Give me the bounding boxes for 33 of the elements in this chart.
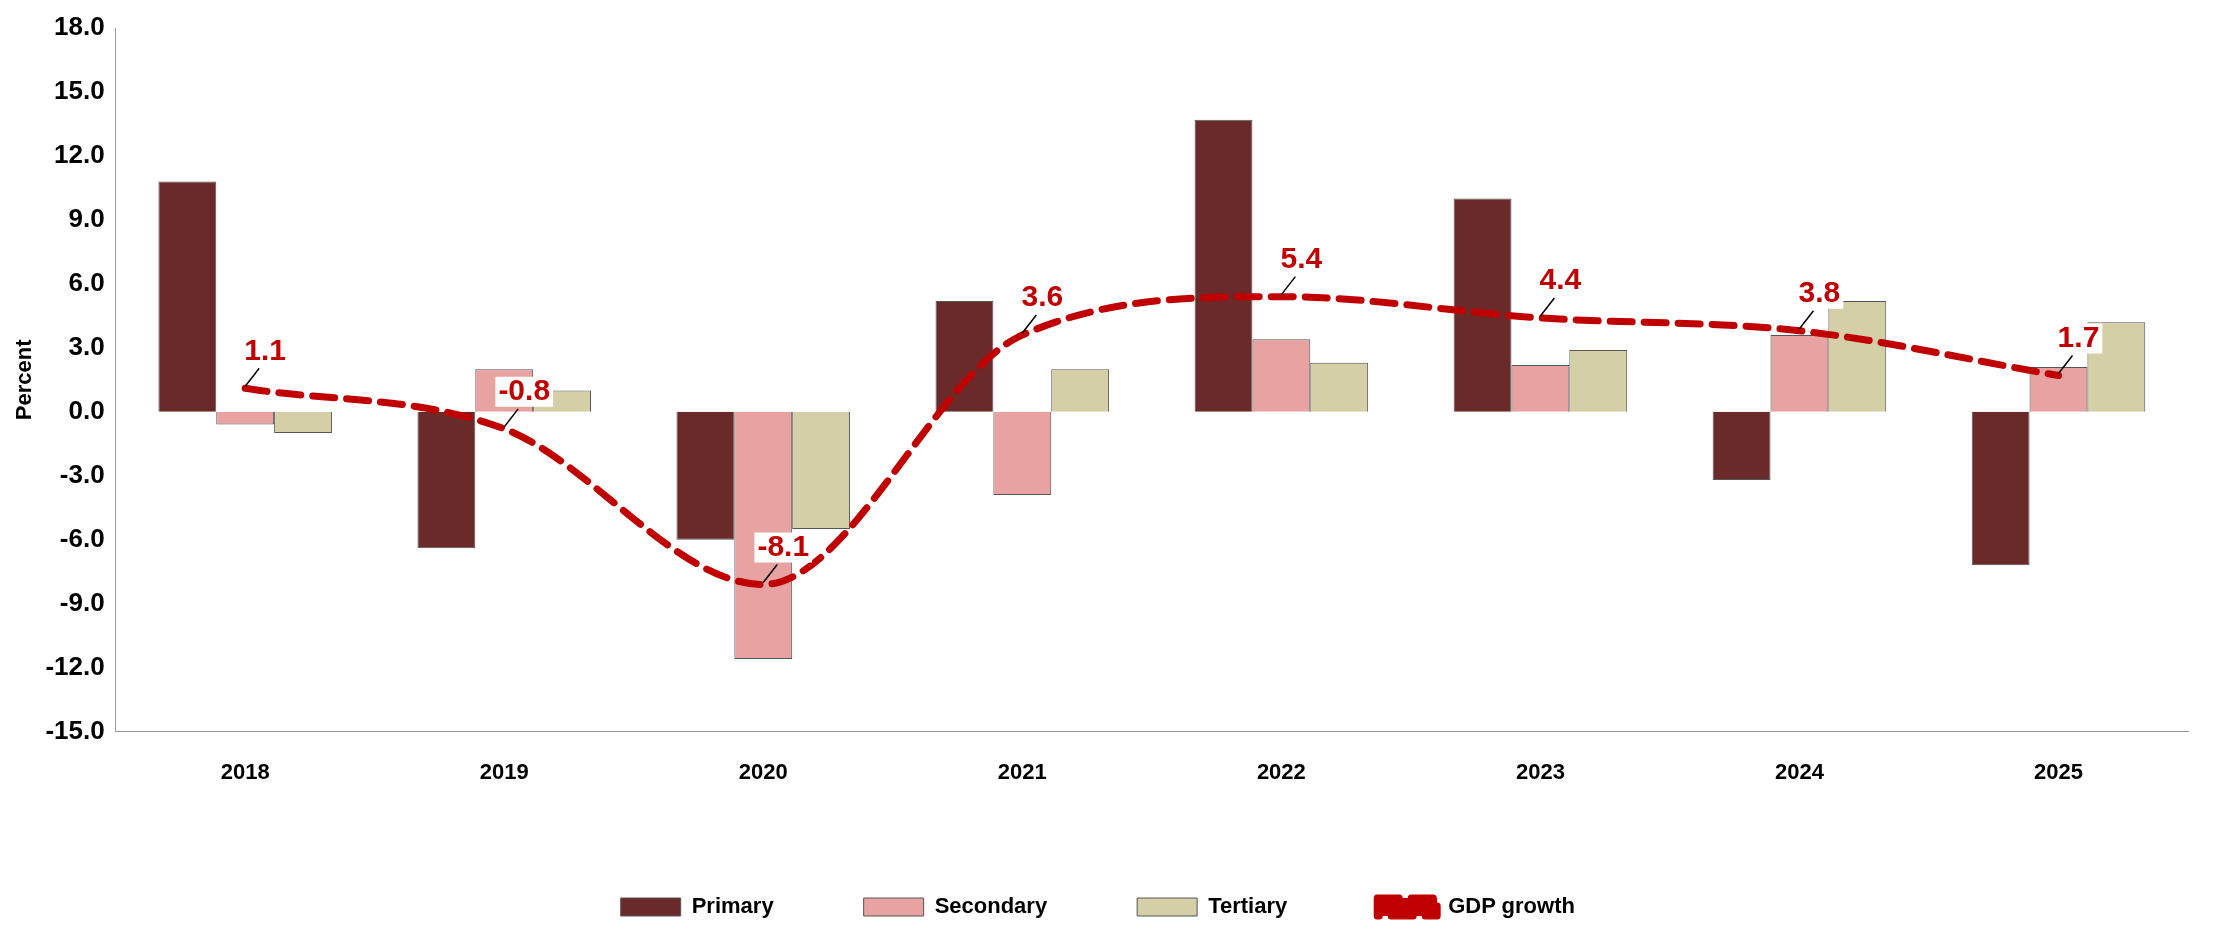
legend-label: Tertiary	[1208, 893, 1288, 919]
x-tick-label: 2025	[2034, 758, 2083, 784]
y-tick-label: 18.0	[54, 11, 105, 42]
data-label: 3.6	[1021, 279, 1064, 313]
y-tick-label: -15.0	[45, 714, 105, 745]
x-tick-label: 2024	[1774, 758, 1825, 784]
x-tick-label: 2022	[1256, 758, 1306, 784]
legend-label: GDP growth	[1448, 893, 1575, 919]
data-label: 1.7	[2057, 319, 2100, 353]
y-tick-label: 15.0	[54, 75, 105, 106]
data-label: 3.8	[1798, 275, 1841, 309]
x-tick-label: 2023	[1515, 758, 1565, 784]
data-label: 5.4	[1280, 240, 1323, 274]
y-tick-label: 6.0	[68, 267, 105, 298]
legend-label: Secondary	[934, 893, 1048, 919]
y-tick-label: 0.0	[68, 394, 105, 425]
y-axis-title: Percent	[11, 338, 37, 421]
data-label: 1.1	[244, 332, 287, 366]
x-tick-label: 2020	[738, 758, 788, 784]
y-tick-label: -9.0	[59, 586, 105, 617]
y-tick-label: -6.0	[59, 522, 105, 553]
x-tick-label: 2018	[220, 758, 270, 784]
legend-label: Primary	[691, 893, 775, 919]
y-tick-label: -3.0	[59, 458, 105, 489]
x-tick-label: 2019	[479, 758, 529, 784]
data-label: -8.1	[757, 528, 810, 562]
data-label: 4.4	[1539, 262, 1582, 296]
x-tick-label: 2021	[997, 758, 1047, 784]
data-label: -0.8	[498, 373, 551, 407]
y-tick-label: 12.0	[54, 139, 105, 170]
y-tick-label: 9.0	[68, 203, 105, 234]
y-tick-label: 3.0	[68, 330, 105, 361]
y-tick-label: -12.0	[45, 650, 105, 681]
